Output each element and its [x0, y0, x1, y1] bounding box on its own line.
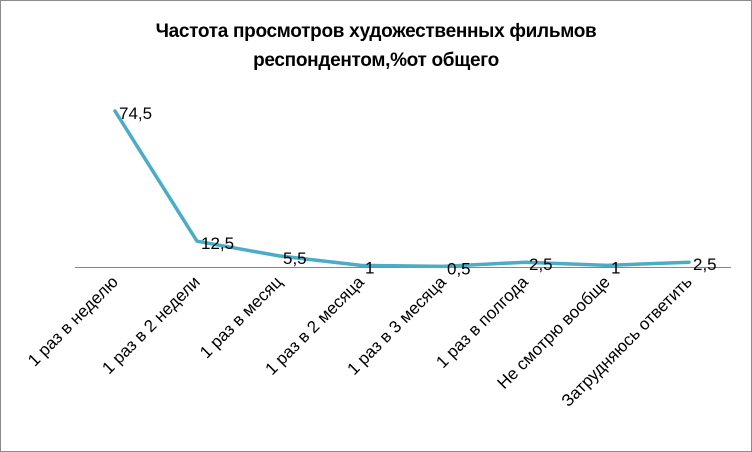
data-label: 74,5: [119, 104, 152, 123]
data-label: 12,5: [201, 234, 234, 253]
data-label: 0,5: [447, 259, 471, 278]
chart-title: Частота просмотров художественных фильмо…: [1, 17, 751, 75]
chart-title-line-1: Частота просмотров художественных фильмо…: [155, 21, 597, 42]
data-label: 5,5: [283, 249, 307, 268]
data-labels: 74,512,55,5 1 0,5 2,5 1 2,5: [119, 104, 717, 278]
data-label: 1: [365, 258, 374, 277]
series-line: [113, 109, 691, 269]
data-label: 2,5: [529, 255, 553, 274]
chart-title-line-2: респондентом,%от общего: [253, 50, 499, 71]
data-label: 1: [611, 258, 620, 277]
data-label: 2,5: [693, 255, 717, 274]
x-tick-label: 1 раз в месяц: [196, 272, 286, 362]
